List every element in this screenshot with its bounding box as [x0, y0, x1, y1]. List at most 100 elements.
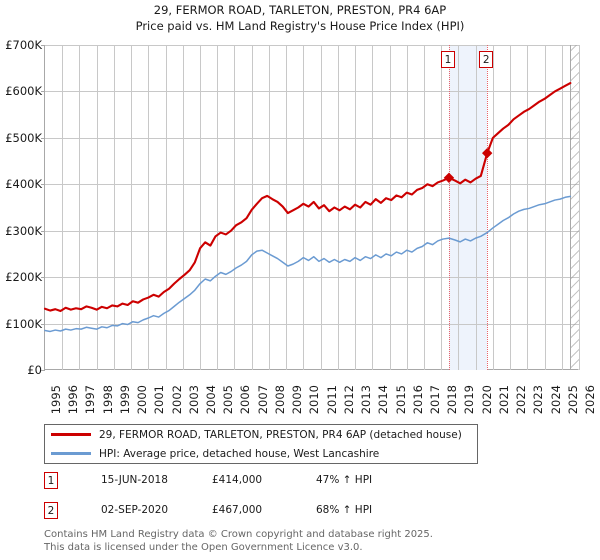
y-axis-tick-label: £400K: [5, 177, 42, 192]
x-axis-tick-label: 2011: [324, 385, 339, 415]
y-axis-tick: [41, 184, 45, 186]
y-axis-tick: [41, 230, 45, 232]
gridline-horizontal: [45, 230, 579, 232]
projection-hatch-region: [570, 45, 579, 370]
legend-swatch-property: [51, 433, 91, 436]
gridline-vertical: [406, 45, 408, 370]
series-lines: [43, 82, 572, 333]
x-axis-tick-label: 2023: [531, 385, 546, 415]
gridline-vertical: [458, 45, 460, 370]
legend-label-hpi: HPI: Average price, detached house, West…: [99, 447, 380, 460]
gridline-vertical: [389, 45, 391, 370]
price-history-chart: £0 £100K £200K £300K £400K £500K £600K £700K 19…: [0, 36, 600, 414]
gridline-vertical: [96, 45, 98, 370]
sale-point-diamond[interactable]: [481, 147, 493, 159]
gridline-vertical: [234, 45, 236, 370]
gridline-vertical: [62, 45, 64, 370]
gridline-vertical: [268, 45, 270, 370]
y-axis-labels: £0 £100K £200K £300K £400K £500K £600K £700K: [0, 38, 600, 377]
sale-point-diamond[interactable]: [443, 172, 455, 183]
y-axis-tick-label: £300K: [5, 223, 42, 238]
x-axis-tick-label: 2009: [290, 385, 305, 415]
gridline-vertical: [492, 45, 494, 370]
sales-table: 1 15-JUN-2018 £414,000 47% ↑ HPI 2 02-SE…: [44, 472, 474, 532]
y-axis-tick: [41, 370, 45, 371]
x-axis-tick-label: 2017: [427, 385, 442, 415]
sale-hpi-delta: 47% ↑ HPI: [316, 474, 373, 486]
gridline-vertical: [200, 45, 202, 370]
legend-row-property: 29, FERMOR ROAD, TARLETON, PRESTON, PR4 …: [45, 425, 477, 444]
gridline-vertical: [217, 45, 219, 370]
x-axis-tick-label: 2019: [462, 385, 477, 415]
x-axis-tick-label: 2000: [135, 385, 150, 415]
x-axis-tick-label: 2001: [152, 385, 167, 415]
y-axis-tick: [41, 91, 45, 93]
y-axis-tick-label: £200K: [5, 270, 42, 285]
title-line-1: 29, FERMOR ROAD, TARLETON, PRESTON, PR4 …: [153, 3, 447, 17]
gridline-vertical: [113, 45, 115, 370]
sale-date: 15-JUN-2018: [101, 474, 168, 486]
chart-legend: 29, FERMOR ROAD, TARLETON, PRESTON, PR4 …: [44, 424, 478, 464]
series-line-hpi: [44, 195, 572, 333]
x-axis-tick-label: 2010: [307, 385, 322, 415]
x-axis-tick-label: 2006: [238, 385, 253, 415]
x-axis-tick-label: 2021: [496, 385, 511, 415]
table-row: 1 15-JUN-2018 £414,000 47% ↑ HPI: [44, 472, 474, 502]
gridline-vertical: [527, 45, 529, 370]
gridline-vertical: [475, 45, 477, 370]
y-axis-tick-label: £600K: [5, 84, 42, 99]
gridline-vertical: [148, 45, 150, 370]
gridline-vertical: [355, 45, 357, 370]
sale-vertical-line: [487, 45, 489, 370]
gridline-horizontal: [45, 323, 579, 325]
plot-area: [41, 45, 580, 371]
gridline-vertical: [561, 45, 563, 370]
y-axis-tick: [41, 323, 45, 325]
footer-line-2: This data is licensed under the Open Gov…: [44, 541, 363, 553]
gridline-vertical: [303, 45, 305, 370]
gridline-horizontal: [45, 45, 579, 46]
x-axis-tick-label: 2008: [272, 385, 287, 415]
gridline-vertical: [441, 45, 443, 370]
x-axis-tick-label: 2014: [376, 385, 391, 415]
x-axis-tick-label: 2022: [514, 385, 529, 415]
gridline-vertical: [510, 45, 512, 370]
gridline-vertical: [579, 45, 580, 370]
page-title: 29, FERMOR ROAD, TARLETON, PRESTON, PR4 …: [0, 2, 600, 34]
gridline-vertical: [337, 45, 339, 370]
sale-marker-badge[interactable]: 1: [440, 51, 455, 68]
legend-label-property: 29, FERMOR ROAD, TARLETON, PRESTON, PR4 …: [99, 428, 462, 441]
gridline-horizontal: [45, 184, 579, 186]
x-axis-tick-label: 1995: [49, 385, 63, 415]
x-axis-tick-label: 2016: [410, 385, 425, 415]
gridline-horizontal: [45, 277, 579, 279]
gridline-vertical: [423, 45, 425, 370]
x-axis-tick-label: 2007: [255, 385, 270, 415]
x-axis-tick-label: 2004: [204, 385, 219, 415]
gridline-vertical: [182, 45, 184, 370]
x-axis-tick-label: 1996: [66, 385, 81, 415]
legend-swatch-hpi: [51, 452, 91, 455]
footer-line-1: Contains HM Land Registry data © Crown c…: [44, 529, 433, 540]
sale-marker-badge[interactable]: 2: [479, 51, 494, 68]
x-axis-tick-label: 1998: [100, 385, 115, 415]
series-line-property: [43, 82, 572, 313]
gridline-vertical: [79, 45, 81, 370]
sale-date: 02-SEP-2020: [101, 504, 169, 516]
ownership-highlight-band: [448, 45, 488, 370]
x-axis-tick-label: 2013: [359, 385, 374, 415]
footer-attribution: Contains HM Land Registry data © Crown c…: [44, 529, 584, 554]
y-axis-tick: [41, 277, 45, 279]
gridline-vertical: [544, 45, 546, 370]
y-axis-tick-label: £0: [27, 363, 42, 377]
sale-vertical-line: [448, 45, 450, 370]
y-axis-tick: [41, 45, 45, 46]
gridline-vertical: [131, 45, 133, 370]
x-axis-tick-label: 2003: [186, 385, 201, 415]
sale-price: £467,000: [212, 504, 263, 516]
x-axis-tick-label: 2015: [393, 385, 408, 415]
gridline-vertical: [372, 45, 374, 370]
sale-index-badge: 2: [44, 502, 58, 519]
gridline-horizontal: [45, 137, 579, 139]
